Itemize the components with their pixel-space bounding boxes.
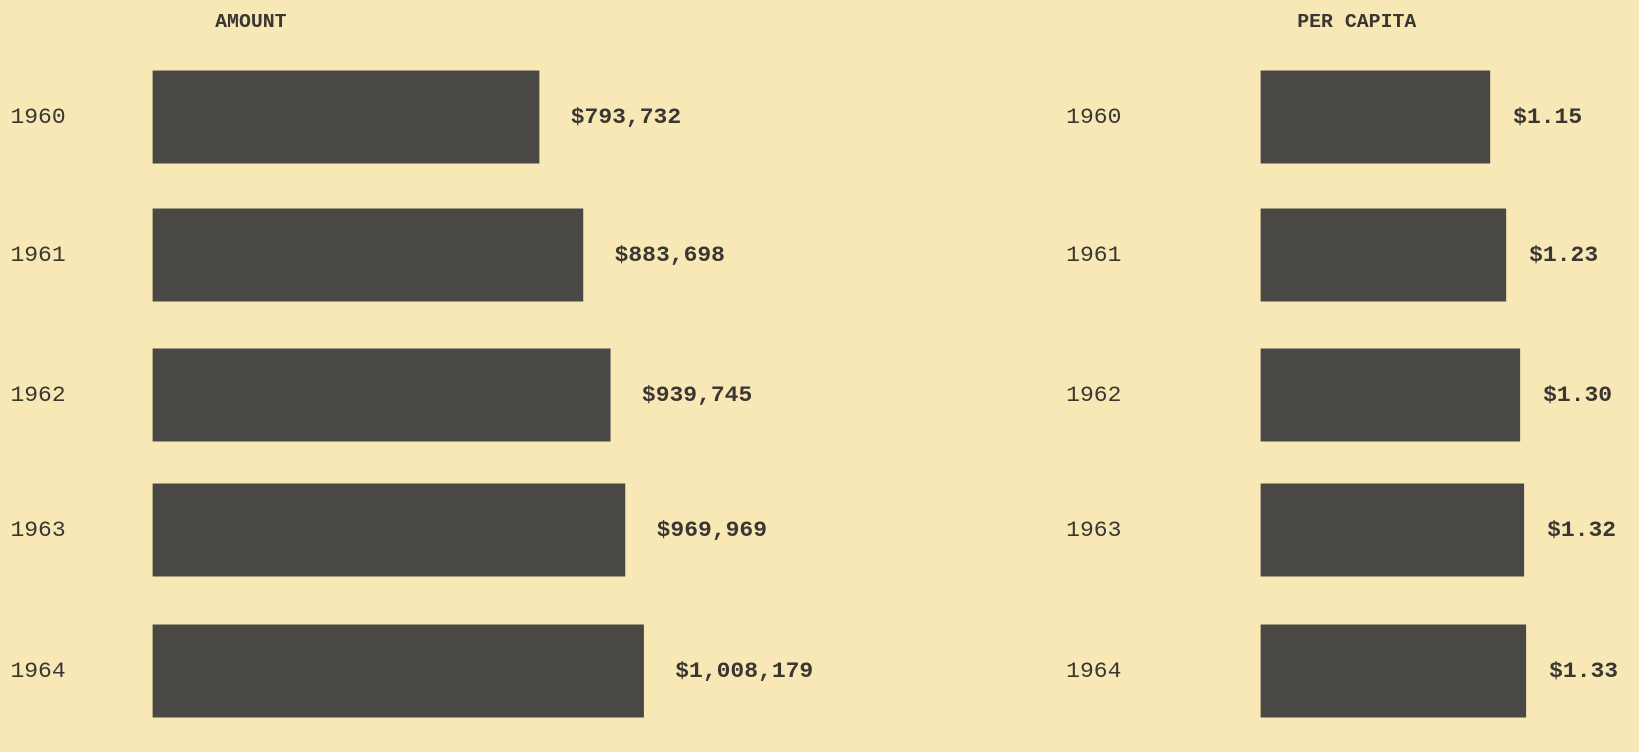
value-label: $1.15 bbox=[1513, 104, 1582, 129]
category-label: 1960 bbox=[10, 104, 65, 129]
value-label: $1.23 bbox=[1529, 242, 1598, 267]
category-label: 1962 bbox=[10, 382, 65, 407]
category-label: 1960 bbox=[1066, 104, 1121, 129]
category-label: 1961 bbox=[1066, 242, 1121, 267]
value-label: $1.33 bbox=[1549, 658, 1618, 683]
bar bbox=[152, 208, 584, 302]
bar bbox=[152, 624, 644, 718]
bar bbox=[1260, 70, 1491, 164]
value-label: $793,732 bbox=[571, 104, 681, 129]
bar bbox=[1260, 208, 1507, 302]
category-label: 1964 bbox=[10, 658, 65, 683]
chart-title: PER CAPITA bbox=[1297, 11, 1416, 33]
value-label: $1.32 bbox=[1547, 517, 1616, 542]
bar bbox=[1260, 624, 1527, 718]
bar bbox=[152, 348, 611, 442]
bar bbox=[152, 70, 540, 164]
category-label: 1963 bbox=[10, 517, 65, 542]
bar bbox=[1260, 348, 1521, 442]
bar bbox=[1260, 483, 1525, 577]
value-label: $939,745 bbox=[642, 382, 752, 407]
value-label: $1,008,179 bbox=[675, 658, 813, 683]
value-label: $1.30 bbox=[1543, 382, 1612, 407]
category-label: 1964 bbox=[1066, 658, 1121, 683]
value-label: $969,969 bbox=[657, 517, 767, 542]
category-label: 1961 bbox=[10, 242, 65, 267]
chart-title: AMOUNT bbox=[215, 11, 287, 33]
value-label: $883,698 bbox=[615, 242, 725, 267]
category-label: 1963 bbox=[1066, 517, 1121, 542]
category-label: 1962 bbox=[1066, 382, 1121, 407]
bar bbox=[152, 483, 626, 577]
